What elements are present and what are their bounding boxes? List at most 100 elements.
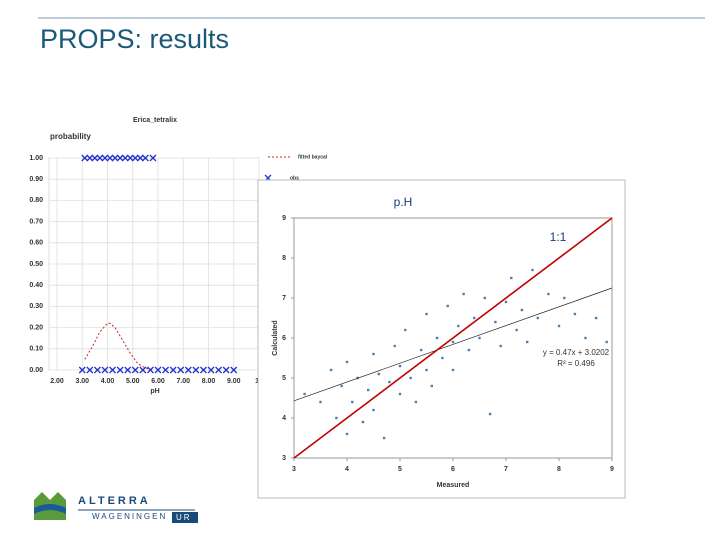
point bbox=[139, 366, 147, 374]
point bbox=[136, 154, 144, 162]
y-tick-label: 0.20 bbox=[29, 324, 43, 331]
logo-text: UR bbox=[176, 513, 192, 522]
y-tick-label: 0.60 bbox=[29, 240, 43, 247]
x-tick-label: 6 bbox=[451, 466, 455, 473]
point bbox=[504, 300, 508, 304]
point bbox=[149, 154, 157, 162]
point bbox=[393, 344, 396, 348]
point bbox=[425, 312, 428, 316]
point bbox=[372, 408, 375, 412]
point bbox=[131, 154, 139, 162]
annotation: y = 0.47x + 3.0202 bbox=[543, 348, 610, 357]
point bbox=[388, 380, 391, 384]
point bbox=[101, 366, 109, 374]
y-tick-label: 7 bbox=[282, 295, 286, 302]
y-tick-label: 9 bbox=[282, 215, 286, 222]
point bbox=[605, 340, 608, 344]
y-tick-label: 3 bbox=[282, 455, 286, 462]
point bbox=[124, 366, 132, 374]
point bbox=[345, 360, 349, 364]
x-tick-label: 2.00 bbox=[50, 378, 64, 385]
slide-title: PROPS: results bbox=[40, 24, 229, 54]
point bbox=[382, 436, 386, 440]
point bbox=[451, 368, 455, 372]
y-tick-label: 4 bbox=[282, 415, 286, 422]
point bbox=[372, 352, 375, 356]
point bbox=[499, 344, 502, 348]
point bbox=[106, 154, 114, 162]
point bbox=[319, 400, 322, 404]
point bbox=[430, 384, 433, 388]
annotation: 1:1 bbox=[550, 230, 567, 244]
point bbox=[162, 366, 170, 374]
x-tick-label: 4 bbox=[345, 466, 349, 473]
y-tick-label: 6 bbox=[282, 335, 286, 342]
point bbox=[446, 304, 449, 308]
point bbox=[483, 296, 486, 300]
y-axis-label: probability bbox=[50, 132, 91, 141]
point bbox=[303, 392, 306, 396]
point bbox=[96, 154, 104, 162]
point bbox=[473, 316, 476, 320]
y-tick-label: 5 bbox=[282, 375, 286, 382]
point bbox=[510, 276, 513, 280]
point bbox=[91, 154, 99, 162]
x-tick-label: 7.00 bbox=[176, 378, 190, 385]
point bbox=[351, 400, 354, 404]
point bbox=[573, 312, 577, 316]
point bbox=[441, 356, 444, 360]
chart-panel bbox=[257, 179, 626, 499]
point bbox=[435, 336, 439, 340]
point bbox=[547, 292, 550, 296]
x-tick-label: 7 bbox=[504, 466, 508, 473]
point bbox=[367, 388, 370, 392]
x-axis-label: pH bbox=[150, 388, 159, 395]
point bbox=[420, 348, 423, 352]
point bbox=[109, 366, 117, 374]
point bbox=[154, 366, 162, 374]
point bbox=[467, 348, 471, 352]
point bbox=[536, 316, 539, 320]
point bbox=[335, 416, 338, 420]
logo-text: ALTERRA bbox=[78, 495, 151, 507]
series-line bbox=[84, 322, 154, 371]
point bbox=[222, 366, 230, 374]
point bbox=[116, 366, 124, 374]
point bbox=[520, 308, 524, 312]
point bbox=[425, 368, 428, 372]
y-tick-label: 0.70 bbox=[29, 218, 43, 225]
y-tick-label: 0.50 bbox=[29, 261, 43, 268]
y-tick-label: 1.00 bbox=[29, 155, 43, 162]
logo-box bbox=[172, 512, 198, 523]
point bbox=[409, 376, 412, 380]
point bbox=[141, 154, 149, 162]
point bbox=[121, 154, 129, 162]
point bbox=[340, 384, 343, 388]
point bbox=[457, 324, 460, 328]
point bbox=[126, 154, 134, 162]
point bbox=[361, 420, 365, 424]
point bbox=[230, 366, 238, 374]
x-tick-label: 3 bbox=[292, 466, 296, 473]
x-tick-label: 6.00 bbox=[151, 378, 165, 385]
point bbox=[86, 154, 94, 162]
point bbox=[557, 324, 561, 328]
point bbox=[515, 328, 518, 332]
legend-label: fitted baycal bbox=[298, 154, 328, 160]
point bbox=[563, 296, 566, 300]
point bbox=[111, 154, 119, 162]
y-tick-label: 0.10 bbox=[29, 346, 43, 353]
y-tick-label: 8 bbox=[282, 255, 286, 262]
point bbox=[146, 366, 154, 374]
x-axis-label: Measured bbox=[437, 482, 470, 489]
logo-text: WAGENINGEN bbox=[92, 512, 167, 521]
point bbox=[398, 364, 402, 368]
point bbox=[404, 328, 407, 332]
chart-title: p.H bbox=[394, 195, 413, 209]
x-tick-label: 3.00 bbox=[75, 378, 89, 385]
point bbox=[398, 392, 402, 396]
point bbox=[414, 400, 418, 404]
series-line bbox=[293, 217, 613, 459]
point bbox=[81, 154, 89, 162]
